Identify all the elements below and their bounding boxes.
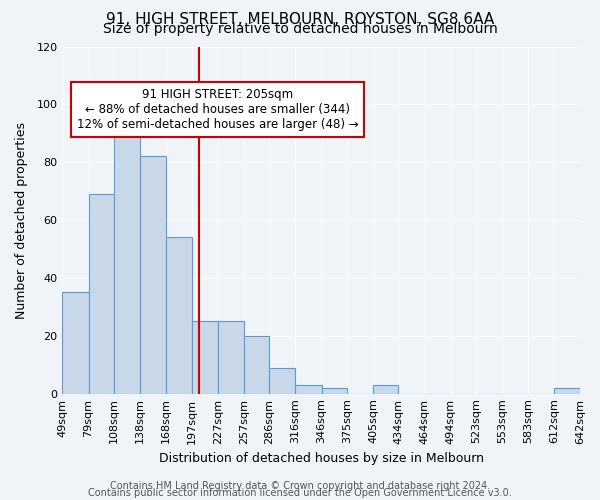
Bar [295, 385, 322, 394]
Text: Size of property relative to detached houses in Melbourn: Size of property relative to detached ho… [103, 22, 497, 36]
Bar [166, 238, 191, 394]
Text: 91, HIGH STREET, MELBOURN, ROYSTON, SG8 6AA: 91, HIGH STREET, MELBOURN, ROYSTON, SG8 … [106, 12, 494, 28]
Text: Contains HM Land Registry data © Crown copyright and database right 2024.: Contains HM Land Registry data © Crown c… [110, 481, 490, 491]
Bar [554, 388, 580, 394]
Bar [62, 292, 89, 394]
Y-axis label: Number of detached properties: Number of detached properties [15, 122, 28, 318]
Bar [269, 368, 295, 394]
Bar [89, 194, 114, 394]
X-axis label: Distribution of detached houses by size in Melbourn: Distribution of detached houses by size … [158, 452, 484, 465]
Bar [114, 122, 140, 394]
Bar [140, 156, 166, 394]
Bar [244, 336, 269, 394]
Bar [191, 322, 218, 394]
Text: 91 HIGH STREET: 205sqm
← 88% of detached houses are smaller (344)
12% of semi-de: 91 HIGH STREET: 205sqm ← 88% of detached… [77, 88, 358, 131]
Text: Contains public sector information licensed under the Open Government Licence v3: Contains public sector information licen… [88, 488, 512, 498]
Bar [373, 385, 398, 394]
Bar [322, 388, 347, 394]
Bar [218, 322, 244, 394]
